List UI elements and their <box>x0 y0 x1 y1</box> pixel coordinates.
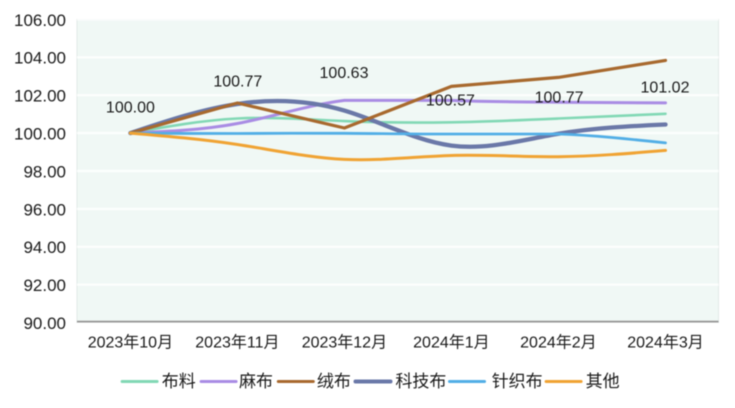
svg-text:94.00: 94.00 <box>23 238 66 257</box>
svg-text:96.00: 96.00 <box>23 200 66 219</box>
svg-text:100.57: 100.57 <box>426 92 475 109</box>
svg-text:2024年3月: 2024年3月 <box>627 334 704 352</box>
svg-text:其他: 其他 <box>586 372 620 391</box>
svg-text:102.00: 102.00 <box>14 87 66 106</box>
svg-text:针织布: 针织布 <box>492 372 543 391</box>
svg-text:布料: 布料 <box>162 372 196 391</box>
svg-text:100.77: 100.77 <box>213 74 262 91</box>
svg-text:2023年10月: 2023年10月 <box>88 334 173 352</box>
svg-text:2023年12月: 2023年12月 <box>302 334 387 352</box>
svg-text:2024年1月: 2024年1月 <box>413 334 490 352</box>
svg-text:100.77: 100.77 <box>535 90 584 107</box>
svg-text:100.00: 100.00 <box>106 99 155 116</box>
svg-text:科技布: 科技布 <box>395 372 446 391</box>
svg-text:92.00: 92.00 <box>23 276 66 295</box>
svg-text:100.00: 100.00 <box>14 125 66 144</box>
svg-text:90.00: 90.00 <box>23 314 66 333</box>
svg-text:2023年11月: 2023年11月 <box>195 334 279 352</box>
svg-text:100.63: 100.63 <box>320 65 369 82</box>
svg-text:绒布: 绒布 <box>317 372 351 391</box>
svg-text:104.00: 104.00 <box>14 49 66 68</box>
svg-text:麻布: 麻布 <box>239 372 273 391</box>
svg-text:98.00: 98.00 <box>23 162 66 181</box>
svg-text:106.00: 106.00 <box>14 11 66 30</box>
svg-text:2024年2月: 2024年2月 <box>520 334 597 352</box>
svg-text:101.02: 101.02 <box>641 80 690 97</box>
